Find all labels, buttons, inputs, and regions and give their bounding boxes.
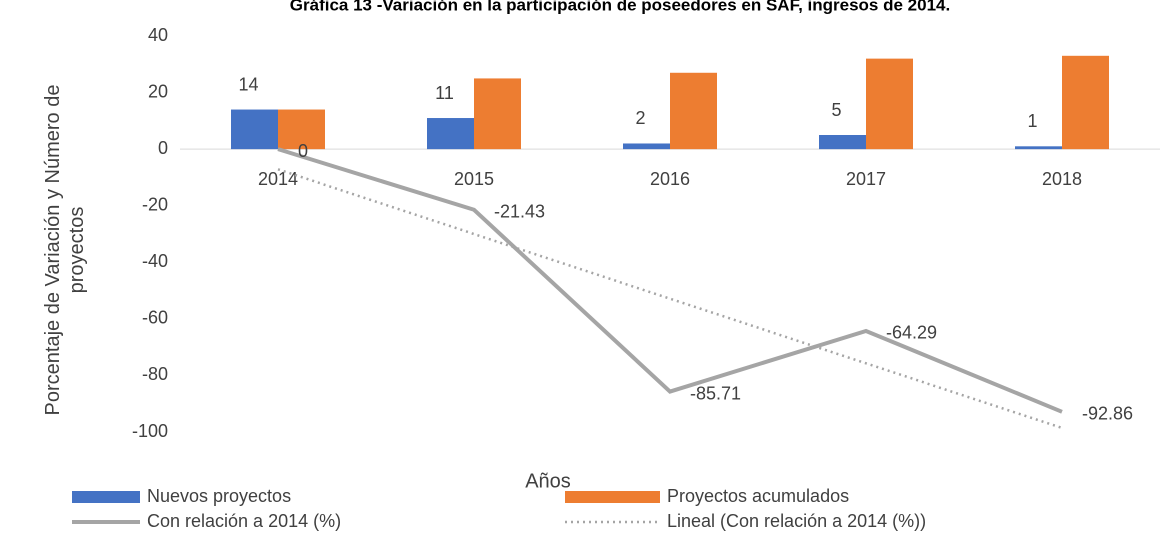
data-label: 11: [435, 83, 454, 103]
legend-label: Con relación a 2014 (%): [147, 511, 341, 531]
legend-label: Lineal (Con relación a 2014 (%)): [667, 511, 926, 531]
y-tick-label: -60: [142, 308, 168, 328]
bar: [474, 78, 521, 150]
data-label: 2: [635, 108, 645, 128]
data-label: -64.29: [886, 323, 937, 343]
line-series: [277, 147, 1063, 414]
y-tick-label: -100: [132, 421, 168, 441]
bar: [278, 109, 325, 150]
bar: [1062, 55, 1109, 150]
y-tick-label: 0: [158, 138, 168, 158]
x-tick-label: 2015: [454, 169, 494, 189]
data-label: 14: [238, 74, 258, 94]
bar: [866, 58, 913, 150]
y-tick-label: -80: [142, 364, 168, 384]
legend-swatch: [565, 491, 660, 503]
legend-label: Proyectos acumulados: [667, 486, 849, 506]
data-label: -21.43: [494, 202, 545, 222]
y-tick-label: 40: [148, 25, 168, 45]
bar: [623, 143, 670, 150]
bar: [819, 135, 866, 150]
data-label: -85.71: [690, 383, 741, 403]
x-axis-title: Años: [525, 470, 571, 492]
y-tick-label: -20: [142, 194, 168, 214]
data-label: 5: [831, 100, 841, 120]
data-label: 1: [1027, 111, 1037, 131]
y-tick-label: -40: [142, 251, 168, 271]
x-tick-label: 2018: [1042, 169, 1082, 189]
bar: [231, 109, 278, 150]
bar: [1015, 146, 1062, 150]
y-tick-label: 20: [148, 81, 168, 101]
x-tick-label: 2014: [258, 169, 298, 189]
chart-title: Gráfica 13 -Variación en la participació…: [290, 0, 950, 14]
data-label: -92.86: [1082, 404, 1133, 424]
y-axis-title: Porcentaje de Variación y Número de proy…: [42, 84, 88, 416]
bar: [427, 118, 474, 150]
bar: [670, 72, 717, 150]
data-label: 0: [298, 141, 308, 161]
x-tick-label: 2017: [846, 169, 886, 189]
x-tick-label: 2016: [650, 169, 690, 189]
legend-label: Nuevos proyectos: [147, 486, 291, 506]
legend-swatch: [72, 491, 140, 503]
y-axis-title-box: Porcentaje de Variación y Número de proy…: [42, 84, 88, 416]
